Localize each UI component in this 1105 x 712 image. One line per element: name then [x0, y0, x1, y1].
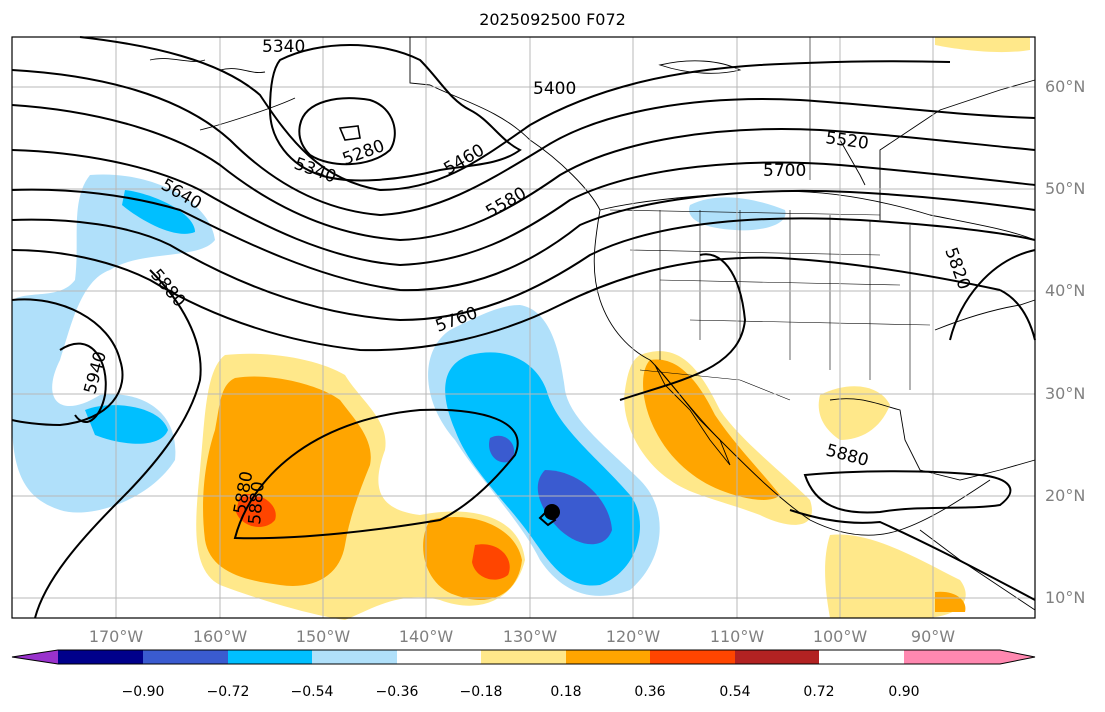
contour-5760 [11, 249, 1001, 352]
lat-label: 10°N [1045, 588, 1086, 607]
height-contours [11, 36, 1036, 619]
lat-label: 40°N [1045, 281, 1086, 300]
lon-label: 120°W [605, 627, 661, 646]
positive-anomaly-central-pacific-mid [203, 376, 371, 586]
positive-anomaly-gulf [818, 386, 890, 440]
colorbar-outline [11, 649, 1036, 665]
colorbar-cell [904, 650, 1000, 664]
contour-5940 [59, 342, 107, 423]
contour-label: 5460 [441, 140, 488, 179]
colorbar-cell [312, 650, 397, 664]
contour-label: 5820 [940, 245, 974, 292]
colorbar-cell [481, 650, 566, 664]
colorbar-cell [143, 650, 228, 664]
colorbar [11, 649, 1036, 665]
contour-5400 [79, 36, 951, 192]
contour-5880-gulf [803, 470, 1012, 514]
lon-label: 130°W [502, 627, 558, 646]
contour-5880-caribbean [789, 509, 1036, 601]
contour-5580 [11, 149, 1036, 267]
colorbar-tick: −0.54 [290, 684, 334, 700]
lon-label: 100°W [812, 627, 868, 646]
contour-label: 5280 [340, 136, 387, 170]
negative-anomaly-east-pacific-core2 [489, 435, 515, 463]
negative-anomaly-east-pacific-core [537, 470, 612, 545]
colorbar-cell [735, 650, 819, 664]
colorbar-cell [397, 650, 481, 664]
contour-label: 5520 [824, 128, 870, 154]
colorbar-tick: 0.54 [719, 684, 751, 700]
colorbar-cell [58, 650, 143, 664]
positive-anomaly-northeast [935, 37, 1030, 53]
lat-label: 30°N [1045, 384, 1086, 403]
colorbar-tick: 0.36 [634, 684, 666, 700]
contour-5820 [949, 249, 1036, 341]
colorbar-tick: 0.90 [888, 684, 920, 700]
contour-label: 5700 [763, 161, 806, 181]
lon-label: 150°W [295, 627, 351, 646]
contour-5880-pacific [34, 269, 202, 619]
lat-label: 60°N [1045, 77, 1086, 96]
colorbar-tick: −0.18 [459, 684, 503, 700]
positive-anomaly-caribbean-core [935, 591, 966, 612]
contour-5280 [298, 97, 396, 166]
contour-5700 [11, 217, 1036, 322]
positive-anomaly-central-pacific-core2 [472, 544, 510, 580]
contour-5520 [11, 104, 1036, 242]
contour-5460 [11, 69, 1036, 217]
lon-label: 110°W [709, 627, 765, 646]
lon-label: 170°W [88, 627, 144, 646]
contour-label: 5880 [245, 481, 269, 526]
colorbar-tick: −0.72 [206, 684, 250, 700]
positive-anomaly-mexico-mid [643, 359, 780, 500]
contour-5340 [268, 44, 522, 182]
colorbar-cell [228, 650, 312, 664]
contour-5820-b [999, 289, 1036, 341]
anomaly-shading [12, 37, 1030, 620]
contour-label: 5880 [146, 265, 189, 311]
colorbar-tick: −0.36 [375, 684, 419, 700]
colorbar-cell [566, 650, 650, 664]
colorbar-cell [650, 650, 735, 664]
colorbar-cells [12, 650, 1035, 664]
map-frame [11, 36, 1036, 619]
political-borders [609, 37, 931, 401]
contour-5880-main [11, 298, 124, 427]
colorbar-tick: 0.18 [550, 684, 582, 700]
positive-anomaly-caribbean [825, 534, 966, 618]
colorbar-extend-min [12, 650, 58, 664]
graticule [12, 37, 1035, 618]
contour-label: 5340 [262, 37, 305, 57]
contour-label: 5880 [824, 441, 871, 472]
contour-5640 [11, 188, 1036, 292]
storm-center-marker [544, 504, 560, 520]
negative-anomaly-west-core2 [85, 405, 168, 444]
contour-5880-east [619, 253, 747, 401]
lat-label: 20°N [1045, 486, 1086, 505]
lon-label: 140°W [398, 627, 454, 646]
contour-5880-high [233, 408, 519, 540]
colorbar-tick: 0.72 [803, 684, 835, 700]
lon-label: 160°W [192, 627, 248, 646]
positive-anomaly-central-pacific-core [236, 494, 276, 527]
coastlines [149, 37, 1036, 611]
lon-label: 90°W [910, 627, 956, 646]
colorbar-tick: −0.90 [121, 684, 165, 700]
lat-label: 50°N [1045, 179, 1086, 198]
map-title: 2025092500 F072 [479, 10, 626, 29]
colorbar-extend-max [1000, 650, 1035, 664]
contour-label: 5400 [533, 79, 576, 99]
